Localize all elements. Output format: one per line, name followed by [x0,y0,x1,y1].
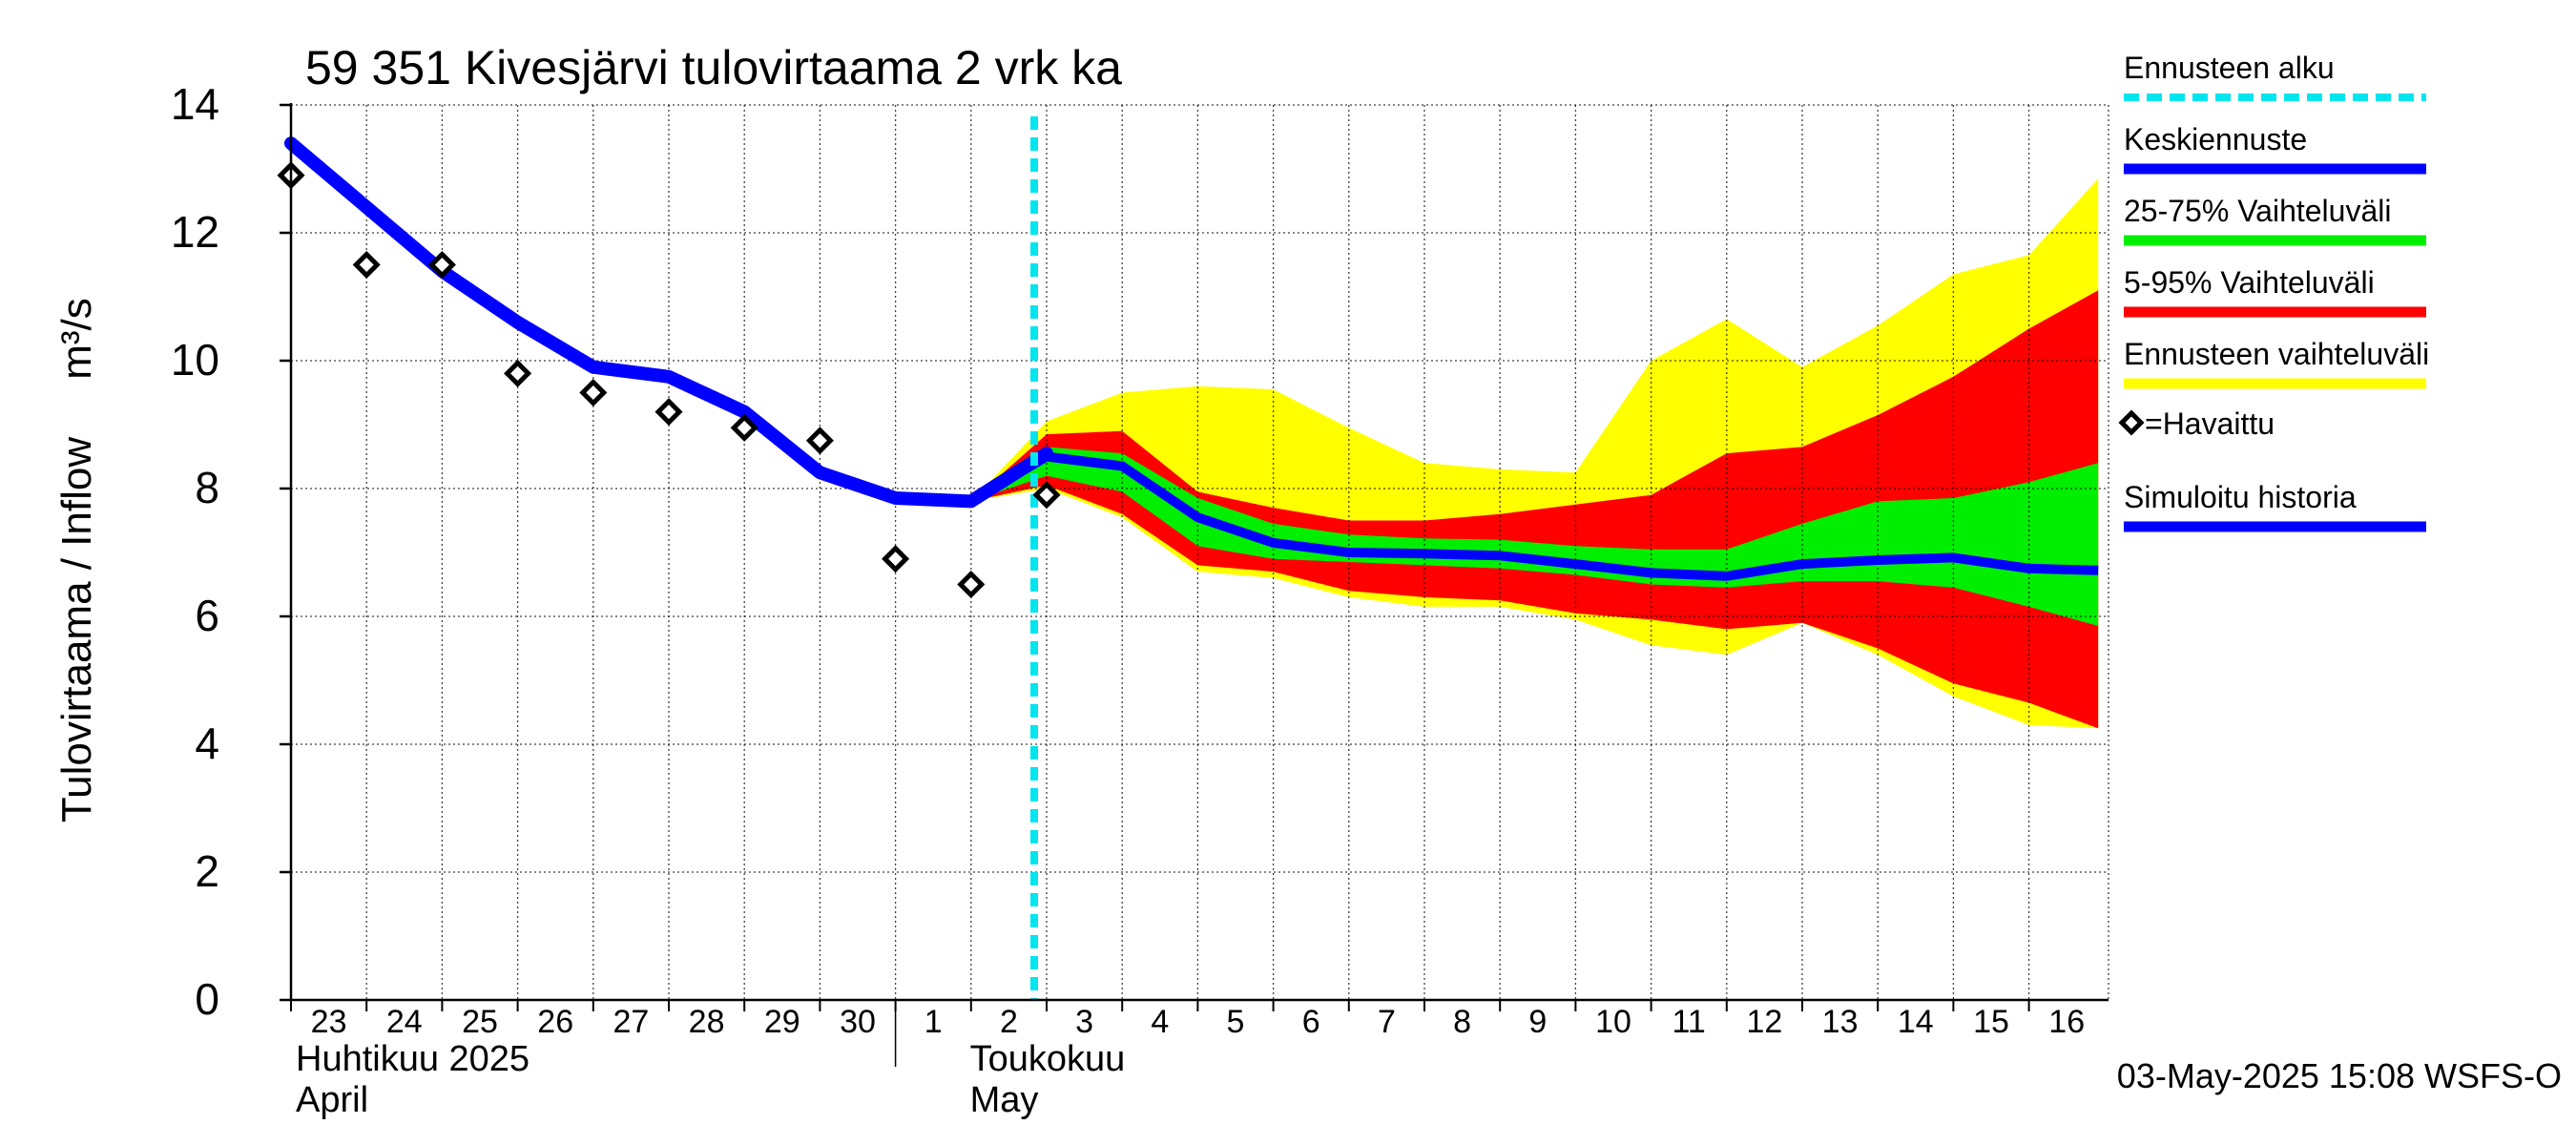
legend-label: Keskiennuste [2124,122,2307,156]
legend-label: Ennusteen alku [2124,51,2335,85]
x-tick-label: 7 [1378,1004,1396,1040]
x-tick-label: 12 [1746,1004,1782,1040]
x-tick-label: 29 [764,1004,800,1040]
x-tick-label: 27 [613,1004,649,1040]
y-tick-label: 10 [171,335,219,385]
simulated-history-line [284,136,1053,509]
observed-point [882,545,910,573]
observed-point [504,359,532,387]
x-tick-label: 9 [1528,1004,1547,1040]
gridlines [291,104,2109,1000]
x-tick-label: 10 [1595,1004,1631,1040]
x-tick-label: 6 [1302,1004,1320,1040]
legend-observed-icon [2118,409,2145,436]
band-25-75 [970,447,2099,626]
observed-point [427,250,456,280]
observed-point [579,378,608,407]
chart-title: 59 351 Kivesjärvi tulovirtaama 2 vrk ka [305,41,1122,94]
y-tick-label: 4 [195,718,219,768]
month-label: Huhtikuu 2025 [296,1039,530,1079]
x-tick-label: 4 [1151,1004,1169,1040]
x-tick-label: 23 [311,1004,347,1040]
x-tick-label: 2 [1000,1004,1018,1040]
x-tick-label: 25 [462,1004,498,1040]
observed-point [1032,481,1061,510]
y-tick-label: 14 [171,79,219,129]
y-tick-label: 8 [195,463,219,512]
legend-label: =Havaittu [2145,406,2275,441]
y-axis-label: Tulovirtaama / Inflow [53,437,100,823]
x-tick-label: 28 [689,1004,725,1040]
y-tick-label: 12 [171,207,219,257]
footer-timestamp: 03-May-2025 15:08 WSFS-O [2117,1056,2562,1095]
observed-point [805,427,834,455]
legend-label: Simuloitu historia [2124,480,2357,514]
x-tick-label: 5 [1227,1004,1245,1040]
x-tick-label: 11 [1672,1004,1706,1040]
x-tick-label: 14 [1898,1004,1934,1040]
x-tick-label: 13 [1822,1004,1859,1040]
y-tick-label: 0 [195,974,219,1024]
band-5-95 [970,290,2099,729]
y-axis-unit: m³/s [53,298,100,380]
observed-point [654,398,683,427]
month-label-en: May [970,1080,1039,1120]
observed-point [957,570,986,599]
legend-label: 5-95% Vaihteluväli [2124,265,2375,300]
observed-point [730,413,758,442]
x-tick-label: 16 [2048,1004,2085,1040]
legend-label: 25-75% Vaihteluväli [2124,194,2391,228]
x-tick-label: 24 [386,1004,423,1040]
y-tick-label: 6 [195,591,219,640]
legend: Ennusteen alku Keskiennuste 25-75% Vaihtel… [2118,51,2429,532]
x-tick-label: 8 [1453,1004,1471,1040]
y-tick-label: 2 [195,846,219,896]
legend-label: Ennusteen vaihteluväli [2124,337,2429,371]
x-tick-label: 30 [840,1004,876,1040]
x-tick-label: 26 [537,1004,573,1040]
x-tick-label: 15 [1973,1004,2009,1040]
month-label: Toukokuu [970,1039,1126,1079]
plot-area [277,104,2109,1000]
observed-point [352,250,381,280]
median-forecast-line [968,451,2099,581]
x-tick-label: 3 [1075,1004,1093,1040]
month-label-en: April [296,1080,368,1120]
x-tick-label: 1 [924,1004,943,1040]
